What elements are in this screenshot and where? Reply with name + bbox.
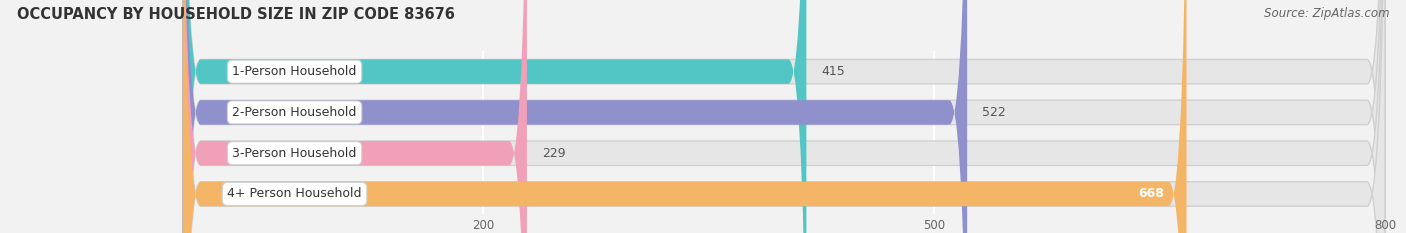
FancyBboxPatch shape [183,0,1385,233]
FancyBboxPatch shape [183,0,967,233]
FancyBboxPatch shape [183,0,1187,233]
Text: 1-Person Household: 1-Person Household [232,65,357,78]
FancyBboxPatch shape [183,0,1385,233]
Text: 522: 522 [983,106,1005,119]
FancyBboxPatch shape [183,0,527,233]
FancyBboxPatch shape [183,0,1385,233]
Text: 229: 229 [541,147,565,160]
FancyBboxPatch shape [183,0,1385,233]
Text: 3-Person Household: 3-Person Household [232,147,357,160]
Text: 668: 668 [1137,188,1164,200]
Text: Source: ZipAtlas.com: Source: ZipAtlas.com [1264,7,1389,20]
Text: OCCUPANCY BY HOUSEHOLD SIZE IN ZIP CODE 83676: OCCUPANCY BY HOUSEHOLD SIZE IN ZIP CODE … [17,7,454,22]
Text: 415: 415 [821,65,845,78]
FancyBboxPatch shape [183,0,807,233]
Text: 2-Person Household: 2-Person Household [232,106,357,119]
Text: 4+ Person Household: 4+ Person Household [228,188,361,200]
